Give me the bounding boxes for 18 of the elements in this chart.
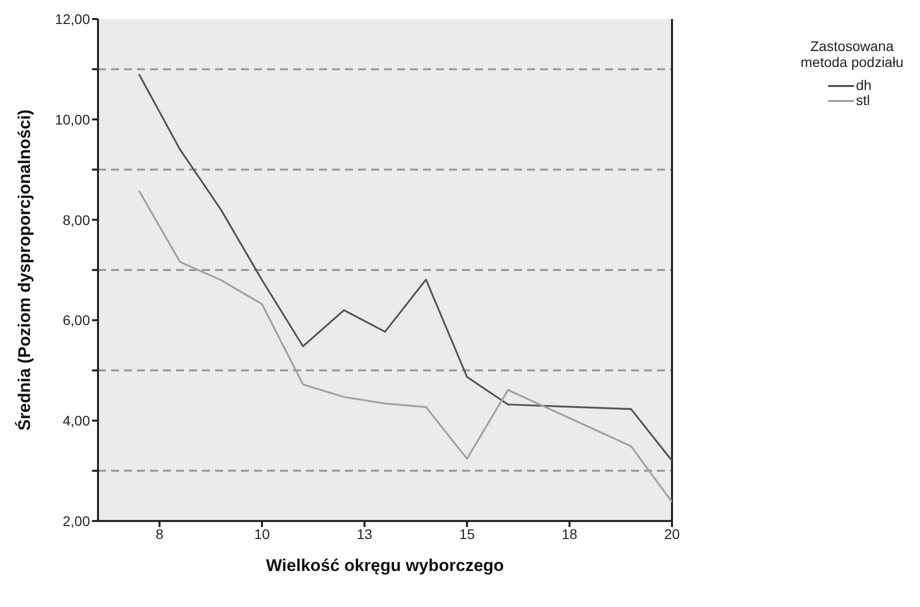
y-tick-label: 8,00 — [62, 212, 90, 228]
x-tick-label: 18 — [562, 526, 578, 542]
x-tick-label: 8 — [156, 526, 164, 542]
legend-label: dh — [856, 77, 873, 93]
x-tick-label: 15 — [459, 526, 475, 542]
legend-title: Zastosowana metoda podziału — [800, 38, 904, 70]
y-tick-label: 10,00 — [54, 111, 90, 128]
legend-label: stl — [856, 92, 871, 108]
y-tick-label: 4,00 — [62, 412, 90, 429]
y-tick-label: 2,00 — [62, 512, 90, 529]
line-series — [138, 73, 672, 462]
x-tick-label: 13 — [356, 526, 372, 542]
y-tick-label: 12,00 — [54, 10, 90, 27]
x-tick-label: 20 — [664, 526, 680, 542]
x-tick-label: 10 — [254, 526, 270, 542]
y-tick-label: 6,00 — [62, 312, 90, 328]
x-axis-title: Wielkość okręgu wyborczego — [266, 556, 504, 575]
y-axis-title: Średnia (Poziom dysproporcjonalności) — [14, 109, 34, 431]
